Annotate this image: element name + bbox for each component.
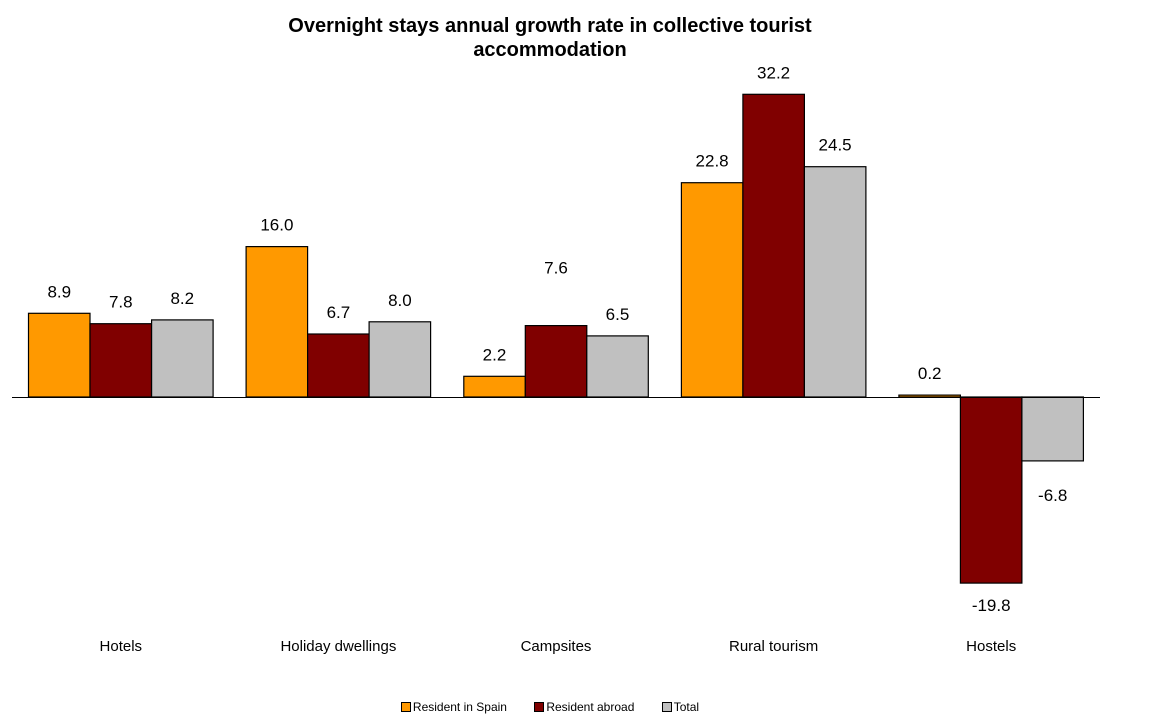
bar-hostels-resident-in-spain [898, 394, 962, 398]
data-label-holiday-dwellings-total: 8.0 [388, 291, 412, 310]
category-labels: Hotels Holiday dwellings Campsites Rural to… [100, 638, 1017, 655]
data-label-campsites-total: 6.5 [606, 305, 630, 324]
bar-campsites-resident-abroad [524, 325, 588, 398]
category-label-hotels: Hotels [100, 638, 143, 655]
bar-holiday-dwellings-total [368, 321, 432, 398]
legend-label-resident-abroad: Resident abroad [546, 700, 635, 714]
chart-title: Overnight stays annual growth rate in co… [0, 14, 1100, 62]
chart-title-line-1: Overnight stays annual growth rate in co… [288, 15, 812, 37]
category-label-campsites: Campsites [521, 638, 592, 655]
data-label-hostels-total: -6.8 [1038, 486, 1067, 505]
legend-label-total: Total [673, 700, 700, 714]
data-label-holiday-dwellings-resident-abroad: 6.7 [327, 303, 351, 322]
data-label-holiday-dwellings-resident-in-spain: 16.0 [260, 216, 293, 235]
bars-layer [27, 93, 1085, 584]
category-label-holiday-dwellings: Holiday dwellings [280, 638, 396, 655]
bar-holiday-dwellings-resident-abroad [307, 333, 370, 398]
bar-campsites-resident-in-spain [463, 375, 526, 398]
bar-campsites-total [586, 335, 649, 398]
legend-item-resident-in-spain: Resident in Spain [400, 700, 507, 714]
bar-rural-tourism-resident-in-spain [680, 182, 744, 398]
labels-layer: 8.9 7.8 8.2 16.0 6.7 8.0 2.2 7.6 6.5 22.8 32.2 24.5… [47, 63, 1067, 615]
legend-item-total: Total [661, 700, 700, 714]
bar-rural-tourism-resident-abroad [742, 93, 806, 398]
data-label-campsites-resident-in-spain: 2.2 [483, 345, 507, 364]
data-label-rural-tourism-resident-abroad: 32.2 [757, 63, 790, 82]
data-label-rural-tourism-total: 24.5 [819, 136, 852, 155]
data-label-hotels-resident-in-spain: 8.9 [47, 282, 71, 301]
chart-title-line-2: accommodation [473, 39, 627, 61]
bar-hotels-resident-abroad [89, 323, 153, 398]
legend-swatch-total [661, 701, 672, 712]
data-label-hostels-resident-abroad: -19.8 [972, 596, 1011, 615]
bar-hotels-total [151, 319, 214, 398]
bar-rural-tourism-total [803, 166, 867, 398]
legend: Resident in Spain Resident abroad Total [0, 700, 1100, 714]
category-label-hostels: Hostels [966, 638, 1016, 655]
bar-hotels-resident-in-spain [27, 312, 91, 398]
data-label-hostels-resident-in-spain: 0.2 [918, 364, 942, 383]
legend-label-resident-in-spain: Resident in Spain [412, 700, 507, 714]
bar-holiday-dwellings-resident-in-spain [245, 246, 309, 398]
legend-swatch-resident-abroad [534, 701, 545, 712]
category-label-rural-tourism: Rural tourism [729, 638, 818, 655]
data-label-hotels-resident-abroad: 7.8 [109, 293, 133, 312]
bar-hostels-total [1021, 396, 1085, 462]
data-label-rural-tourism-resident-in-spain: 22.8 [696, 152, 729, 171]
bar-hostels-resident-abroad [959, 396, 1023, 584]
data-label-campsites-resident-abroad: 7.6 [544, 259, 568, 278]
data-label-hotels-total: 8.2 [170, 289, 194, 308]
legend-swatch-resident-in-spain [400, 701, 411, 712]
legend-item-resident-abroad: Resident abroad [534, 700, 634, 714]
